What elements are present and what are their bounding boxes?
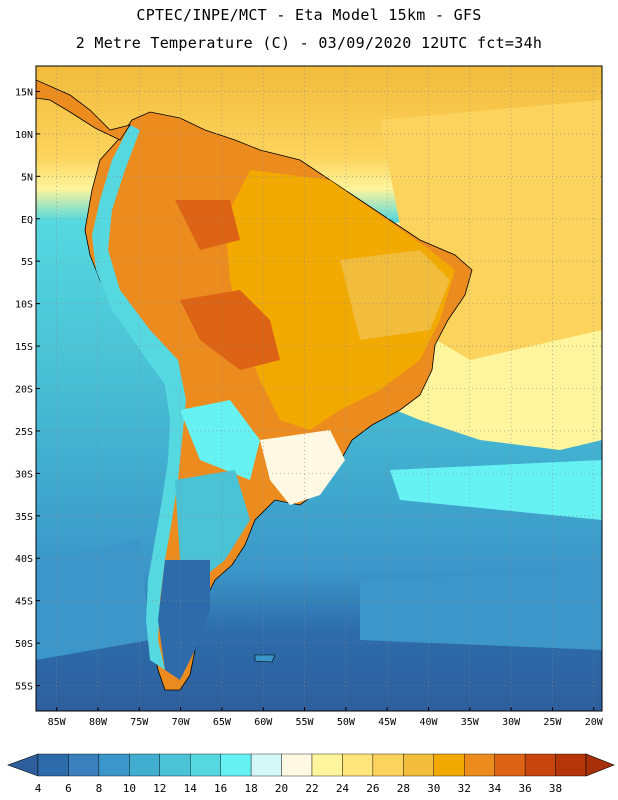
colorbar-label: 10: [123, 782, 136, 795]
lat-label: EQ: [21, 215, 33, 226]
patagonia-zone: [158, 560, 210, 680]
northeast-brazil-zone: [340, 250, 450, 340]
lat-label: 20S: [15, 385, 33, 396]
colorbar-label: 8: [96, 782, 103, 795]
colorbar-swatch: [129, 753, 160, 777]
colorbar-swatch: [159, 753, 191, 777]
colorbar-swatch: [37, 753, 69, 777]
lat-label: 30S: [15, 469, 33, 480]
lon-label: 40W: [419, 717, 438, 728]
colorbar-label: 38: [549, 782, 562, 795]
lat-label: 45S: [15, 597, 33, 608]
colorbar-swatch: [98, 753, 130, 777]
central-america-landmass: [36, 79, 131, 141]
colorbar-swatch: [342, 753, 374, 777]
lon-label: 65W: [213, 717, 232, 728]
argentina-pampas-zone: [175, 470, 250, 580]
lon-label: 55W: [296, 717, 315, 728]
colorbar-swatch: [555, 753, 587, 777]
lat-label: 5N: [21, 172, 33, 183]
colorbar-label: 36: [518, 782, 531, 795]
colorbar-swatch: [372, 753, 404, 777]
colorbar-swatch: [403, 753, 434, 777]
colorbar-label: 22: [305, 782, 318, 795]
colorbar-swatch: [220, 753, 252, 777]
lon-label: 35W: [461, 717, 480, 728]
lat-label: 15N: [15, 87, 33, 98]
lon-label: 80W: [89, 717, 108, 728]
andes-cold-ridge: [92, 125, 186, 670]
lat-label: 10N: [15, 130, 33, 141]
colorbar: 4 6 8 10 12 14 16 18 20 22 24 26 28 30 32 34 36 38: [7, 753, 615, 795]
lat-label: 50S: [15, 639, 33, 650]
lon-label: 25W: [543, 717, 562, 728]
colorbar-swatch: [524, 753, 556, 777]
lon-label: 60W: [254, 717, 273, 728]
colorbar-label: 18: [244, 782, 257, 795]
lat-label: 10S: [15, 300, 33, 311]
colorbar-label: 32: [458, 782, 471, 795]
hot-spot-amazon: [175, 200, 240, 250]
south-pacific-band: [36, 540, 150, 660]
colorbar-swatch: [311, 753, 343, 777]
colorbar-label: 24: [336, 782, 350, 795]
brazil-interior: [225, 170, 455, 430]
lat-label: 55S: [15, 682, 33, 693]
hot-spot-bolivia: [180, 290, 280, 370]
lat-label: 25S: [15, 427, 33, 438]
colorbar-label: 26: [366, 782, 379, 795]
colorbar-label: 34: [488, 782, 502, 795]
map-title: CPTEC/INPE/MCT - Eta Model 15km - GFS: [136, 6, 482, 24]
lat-label: 15S: [15, 342, 33, 353]
lon-label: 50W: [337, 717, 356, 728]
colorbar-swatch: [433, 753, 465, 777]
map-field: [36, 66, 602, 711]
colorbar-label: 20: [275, 782, 288, 795]
lon-label: 75W: [130, 717, 149, 728]
map-subtitle: 2 Metre Temperature (C) - 03/09/2020 12U…: [75, 34, 543, 52]
colorbar-label: 4: [35, 782, 42, 795]
colorbar-label: 6: [65, 782, 72, 795]
colorbar-label: 30: [427, 782, 440, 795]
lon-label: 70W: [172, 717, 191, 728]
lon-label: 30W: [502, 717, 521, 728]
colorbar-label: 28: [397, 782, 410, 795]
lat-label: 5S: [21, 257, 33, 268]
colorbar-swatch: [494, 753, 526, 777]
colorbar-swatch: [281, 753, 313, 777]
southern-ocean-band: [360, 570, 602, 650]
lon-label: 85W: [48, 717, 67, 728]
latitude-labels: 15N 10N 5N EQ 5S 10S 15S 20S 25S 30S 35S 40S 45S 50S 5…: [15, 87, 40, 693]
colorbar-label: 16: [214, 782, 227, 795]
colorbar-label: 12: [153, 782, 166, 795]
colorbar-swatch: [464, 753, 495, 777]
colorbar-high-arrow: [585, 753, 615, 777]
lat-label: 40S: [15, 554, 33, 565]
lon-label: 45W: [378, 717, 397, 728]
falkland-islands: [254, 654, 276, 663]
southern-brazil-zone: [260, 430, 345, 505]
argentina-north-zone: [180, 400, 260, 480]
colorbar-swatch: [250, 753, 282, 777]
colorbar-label: 14: [184, 782, 198, 795]
colorbar-swatch: [68, 753, 100, 777]
longitude-labels: 85W 80W 75W 70W 65W 60W 55W 50W 45W 40W 35W 30W 25W 2…: [48, 707, 604, 728]
colorbar-low-arrow: [7, 753, 39, 777]
colorbar-swatch: [190, 753, 221, 777]
lat-label: 35S: [15, 512, 33, 523]
lon-label: 20W: [585, 717, 604, 728]
south-atlantic-band: [390, 460, 602, 520]
